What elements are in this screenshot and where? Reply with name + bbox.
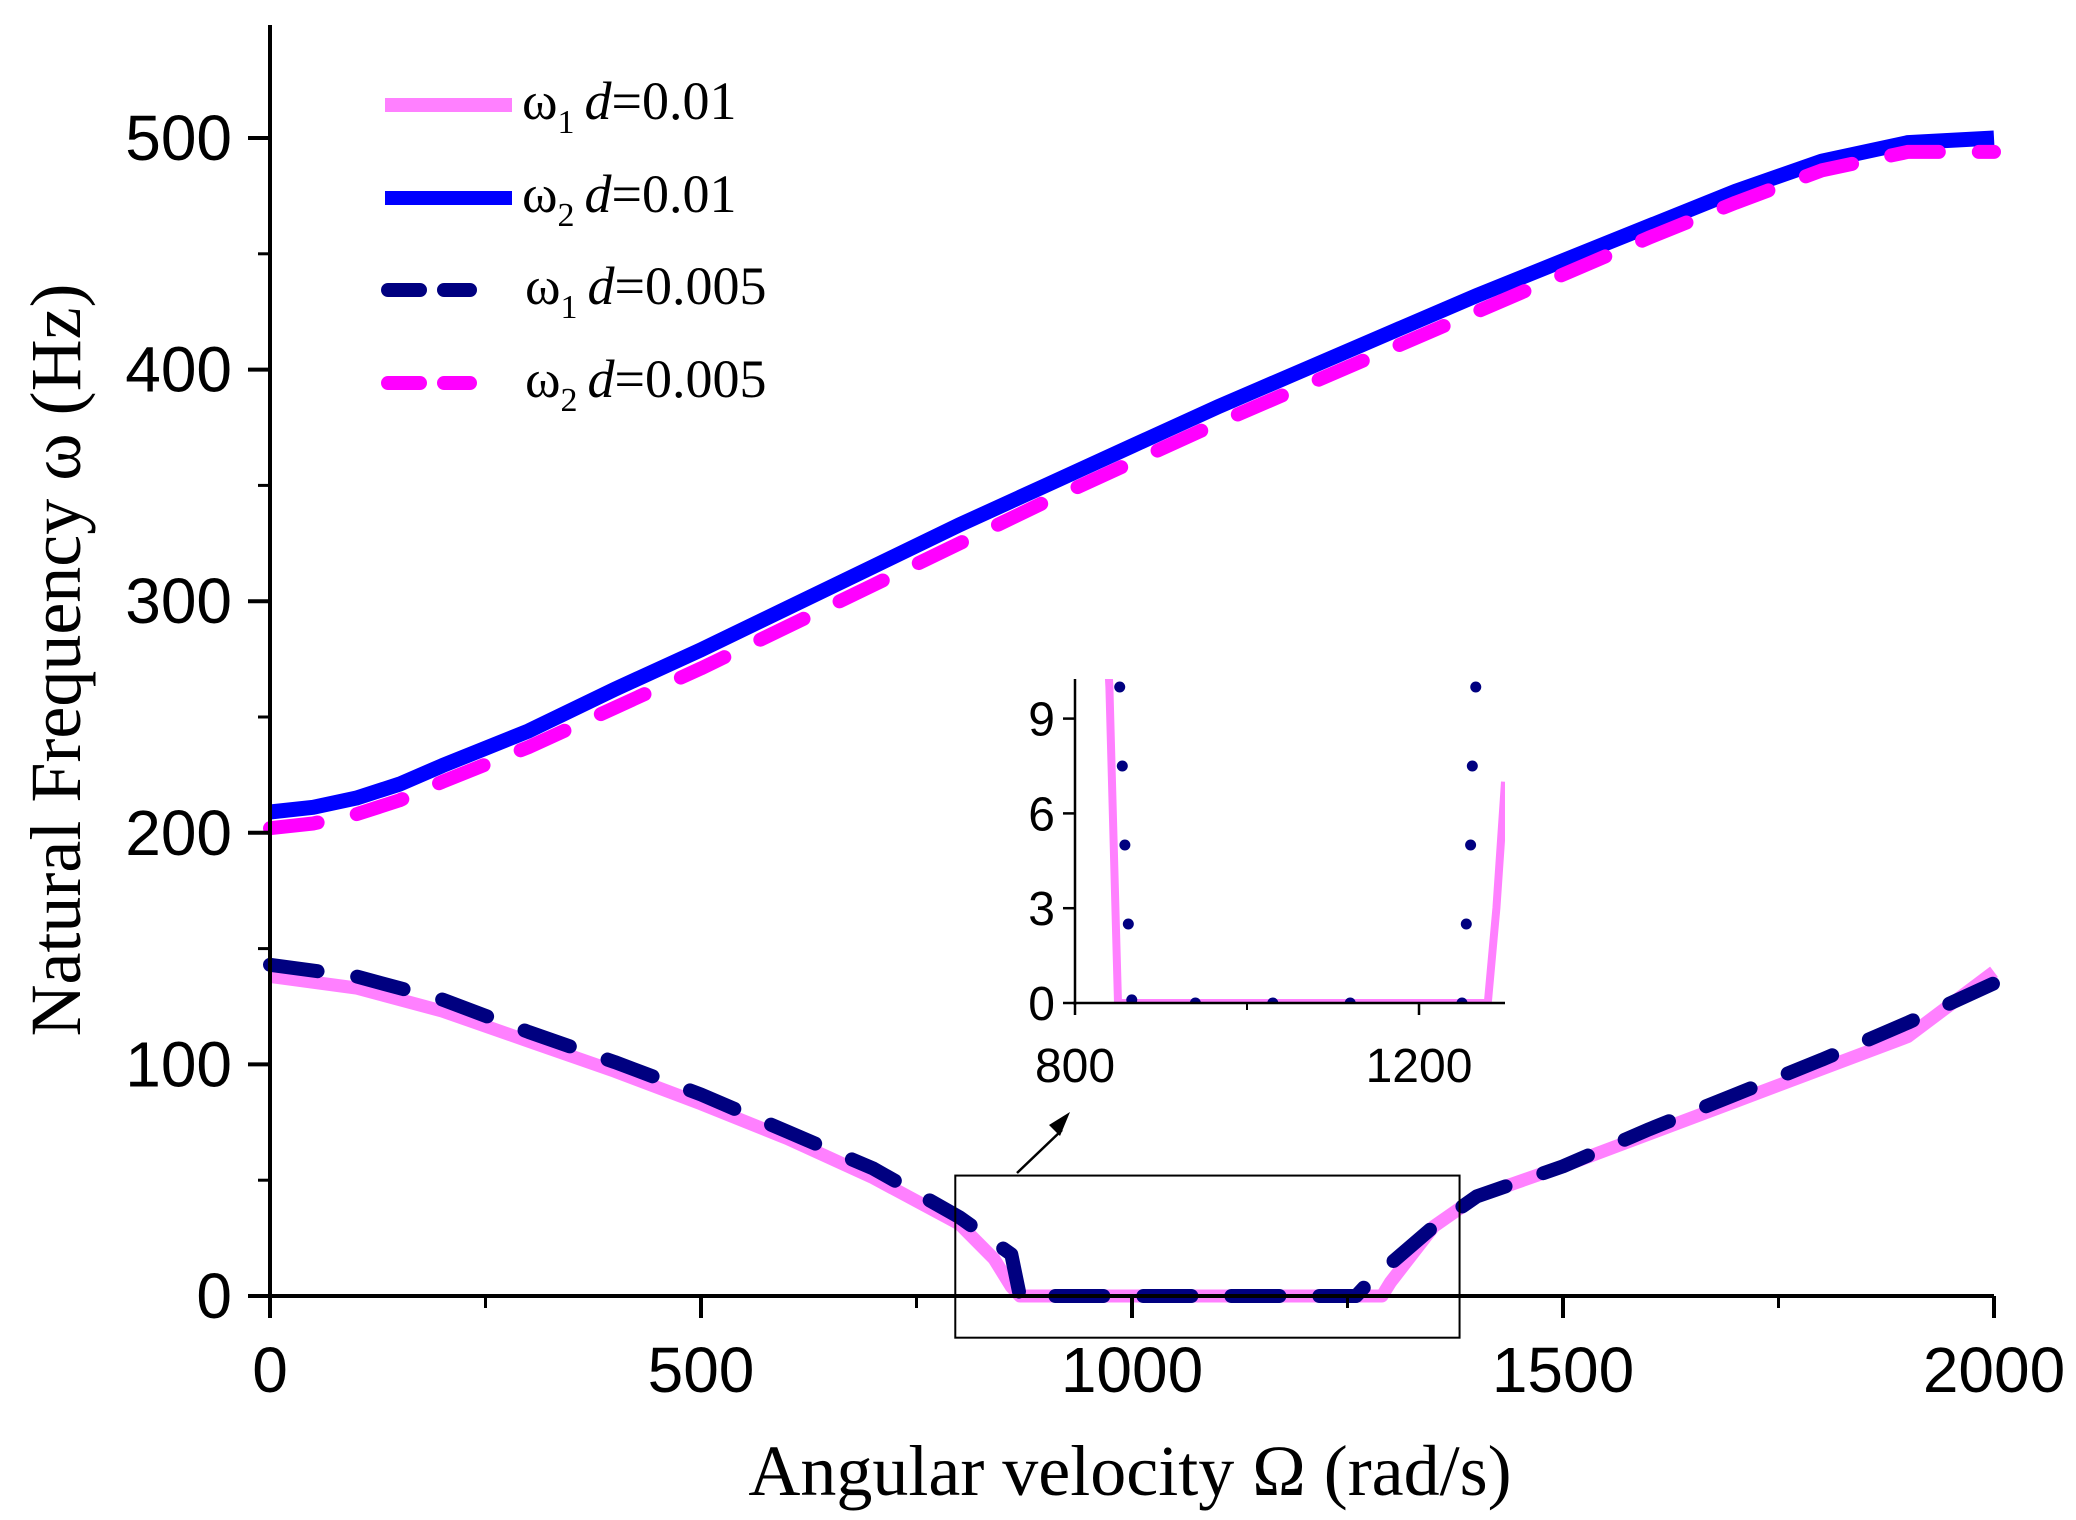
legend-label-1: ω1 d=0.01 <box>522 71 737 141</box>
zoom-box <box>954 1174 1461 1339</box>
zoom-arrowhead <box>1049 1112 1070 1136</box>
inset-background <box>1075 679 1505 1003</box>
inset-dot <box>1470 681 1482 693</box>
x-tick-label: 1000 <box>1061 1334 1203 1406</box>
y-tick-label: 500 <box>125 102 232 174</box>
inset-dot <box>1189 997 1201 1003</box>
inset-series-line <box>1104 679 1505 1003</box>
inset-dot <box>1116 760 1128 772</box>
inset-y-tick-label: 9 <box>1028 694 1055 747</box>
x-tick-label: 1500 <box>1492 1334 1634 1406</box>
x-tick-label: 0 <box>252 1334 288 1406</box>
inset-y-tick-label: 6 <box>1028 788 1055 841</box>
x-axis-label: Angular velocity Ω (rad/s) <box>748 1431 1511 1511</box>
inset-dot <box>1466 760 1478 772</box>
inset-dot <box>1344 997 1356 1003</box>
inset-dot <box>1114 681 1126 693</box>
inset-y-tick-label: 3 <box>1028 883 1055 936</box>
y-tick-label: 100 <box>125 1028 232 1100</box>
series-line-2-d-0-01 <box>269 130 1995 820</box>
inset-dot <box>1465 839 1477 851</box>
inset-dot <box>1456 997 1468 1003</box>
legend-label-4: ω2 d=0.005 <box>525 349 767 419</box>
inset-y-tick-label: 0 <box>1028 978 1055 1031</box>
inset-dot <box>1119 839 1131 851</box>
zoom-arrow <box>1016 1129 1063 1174</box>
legend-label-2: ω2 d=0.01 <box>522 164 737 234</box>
y-tick-label: 200 <box>125 797 232 869</box>
inset-dot <box>1126 994 1138 1003</box>
x-tick-label: 500 <box>648 1334 755 1406</box>
legend: ω1 d=0.01 ω2 d=0.01 ω1 d=0.005 ω2 d=0.005 <box>381 71 767 419</box>
inset-chart: 0 3 6 9 800 1200 <box>1028 679 1505 1093</box>
inset-dot <box>1267 997 1279 1003</box>
y-tick-label: 300 <box>125 565 232 637</box>
y-tick-label: 400 <box>125 334 232 406</box>
series-line-2-d-0-005 <box>263 144 2001 836</box>
y-axis-label: Natural Frequency ω (Hz) <box>16 283 96 1036</box>
inset-x-tick-label: 1200 <box>1366 1040 1473 1093</box>
inset-dot <box>1122 918 1134 930</box>
legend-label-3: ω1 d=0.005 <box>525 256 767 326</box>
inset-x-tick-label: 800 <box>1035 1040 1115 1093</box>
y-tick-label: 0 <box>196 1260 232 1332</box>
inset-dot <box>1460 918 1472 930</box>
x-tick-label: 2000 <box>1923 1334 2065 1406</box>
